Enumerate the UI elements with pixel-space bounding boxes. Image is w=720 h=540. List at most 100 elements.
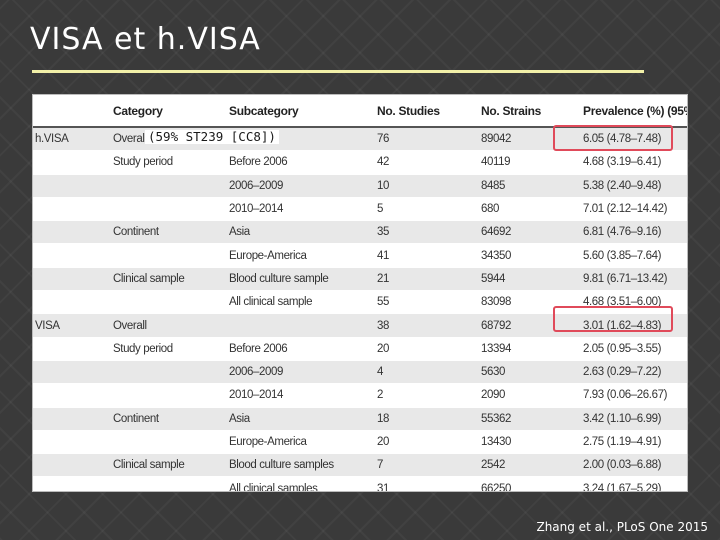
cell-category	[107, 197, 223, 222]
table-row: 2010–2014 2 2090 7.93 (0.06–26.67)	[33, 383, 687, 408]
cell-prevalence: 4.68 (3.19–6.41)	[577, 150, 687, 175]
cell-subcategory: All clinical samples	[223, 476, 371, 491]
cell-no-strains: 13430	[475, 430, 577, 455]
cell-category	[107, 290, 223, 315]
cell-no-strains: 40119	[475, 150, 577, 175]
cell-no-studies: 5	[371, 197, 475, 222]
cell-category	[107, 174, 223, 198]
cell-category	[107, 430, 223, 455]
cell-group	[33, 243, 107, 268]
header-subcategory: Subcategory	[223, 95, 371, 128]
cell-prevalence: 6.05 (4.78–7.48)	[577, 127, 687, 152]
cell-no-strains: 55362	[475, 407, 577, 431]
cell-subcategory: Asia	[223, 407, 371, 431]
table-row: Clinical sample Blood culture sample 21 594…	[33, 267, 687, 292]
cell-no-studies: 4	[371, 360, 475, 385]
prevalence-table-panel: Category Subcategory No. Studies No. Str…	[32, 94, 688, 492]
cell-no-strains: 8485	[475, 174, 577, 198]
cell-group	[33, 197, 107, 222]
cell-no-strains: 34350	[475, 243, 577, 268]
table-row: All clinical samples 31 66250 3.24 (1.67–5.…	[33, 476, 687, 491]
cell-prevalence: 2.05 (0.95–3.55)	[577, 337, 687, 361]
cell-subcategory: Blood culture samples	[223, 453, 371, 478]
cell-category: Study period	[107, 150, 223, 175]
cell-subcategory: 2006–2009	[223, 174, 371, 198]
cell-no-studies: 42	[371, 150, 475, 175]
cell-group	[33, 150, 107, 175]
title-underline	[32, 70, 644, 73]
slide-title: VISA et h.VISA	[30, 22, 261, 57]
cell-subcategory: 2006–2009	[223, 360, 371, 385]
cell-prevalence: 3.01 (1.62–4.83)	[577, 313, 687, 338]
cell-no-strains: 89042	[475, 127, 577, 152]
cell-no-studies: 35	[371, 220, 475, 245]
prevalence-table: Category Subcategory No. Studies No. Str…	[33, 95, 687, 491]
table-row: Clinical sample Blood culture samples 7 254…	[33, 453, 687, 478]
table-row: All clinical sample 55 83098 4.68 (3.51–6.0…	[33, 290, 687, 315]
cell-no-studies: 55	[371, 290, 475, 315]
cell-group	[33, 220, 107, 245]
cell-category	[107, 383, 223, 408]
cell-no-strains: 2542	[475, 453, 577, 478]
cell-subcategory: Europe-America	[223, 430, 371, 455]
cell-group	[33, 290, 107, 315]
header-no-studies: No. Studies	[371, 95, 475, 128]
table-body: h.VISA Overall 76 89042 6.05 (4.78–7.48) Stud…	[33, 127, 687, 491]
header-category: Category	[107, 95, 223, 128]
cell-subcategory	[223, 313, 371, 338]
cell-no-studies: 18	[371, 407, 475, 431]
header-no-strains: No. Strains	[475, 95, 577, 128]
cell-no-studies: 76	[371, 127, 475, 152]
cell-group	[33, 383, 107, 408]
cell-group: h.VISA	[33, 127, 107, 152]
cell-category: Study period	[107, 337, 223, 361]
table-row: 2006–2009 4 5630 2.63 (0.29–7.22)	[33, 360, 687, 385]
cell-subcategory: 2010–2014	[223, 197, 371, 222]
cell-subcategory: Before 2006	[223, 337, 371, 361]
table-row: Europe-America 41 34350 5.60 (3.85–7.64)	[33, 243, 687, 268]
cell-no-strains: 64692	[475, 220, 577, 245]
cell-prevalence: 6.81 (4.76–9.16)	[577, 220, 687, 245]
cell-category: Continent	[107, 220, 223, 245]
header-prevalence: Prevalence (%) (95% CI)	[577, 95, 687, 128]
table-row: Continent Asia 18 55362 3.42 (1.10–6.99)	[33, 407, 687, 431]
cell-prevalence: 3.24 (1.67–5.29)	[577, 476, 687, 491]
table-row: Continent Asia 35 64692 6.81 (4.76–9.16)	[33, 220, 687, 245]
cell-prevalence: 2.00 (0.03–6.88)	[577, 453, 687, 478]
cell-no-strains: 83098	[475, 290, 577, 315]
cell-no-studies: 38	[371, 313, 475, 338]
cell-no-studies: 31	[371, 476, 475, 491]
cell-no-strains: 5944	[475, 267, 577, 292]
cell-subcategory: All clinical sample	[223, 290, 371, 315]
cell-category	[107, 476, 223, 491]
cell-category: Continent	[107, 407, 223, 431]
table-row: 2010–2014 5 680 7.01 (2.12–14.42)	[33, 197, 687, 222]
cell-group	[33, 476, 107, 491]
cell-group	[33, 407, 107, 431]
table-row: VISA Overall 38 68792 3.01 (1.62–4.83)	[33, 313, 687, 338]
cell-group	[33, 337, 107, 361]
cell-group	[33, 430, 107, 455]
table-row: 2006–2009 10 8485 5.38 (2.40–9.48)	[33, 174, 687, 198]
cell-subcategory: 2010–2014	[223, 383, 371, 408]
cell-subcategory: Before 2006	[223, 150, 371, 175]
cell-subcategory: Asia	[223, 220, 371, 245]
cell-category: Clinical sample	[107, 267, 223, 292]
table-row: h.VISA Overall 76 89042 6.05 (4.78–7.48)	[33, 127, 687, 152]
table-header-row: Category Subcategory No. Studies No. Str…	[33, 95, 687, 128]
cell-no-strains: 68792	[475, 313, 577, 338]
cell-no-studies: 10	[371, 174, 475, 198]
cell-no-studies: 21	[371, 267, 475, 292]
cell-no-studies: 20	[371, 430, 475, 455]
cell-no-strains: 13394	[475, 337, 577, 361]
cell-no-strains: 2090	[475, 383, 577, 408]
cell-prevalence: 7.01 (2.12–14.42)	[577, 197, 687, 222]
cell-group	[33, 360, 107, 385]
cell-group	[33, 267, 107, 292]
cell-prevalence: 2.63 (0.29–7.22)	[577, 360, 687, 385]
cell-prevalence: 5.38 (2.40–9.48)	[577, 174, 687, 198]
cell-no-studies: 20	[371, 337, 475, 361]
cell-no-studies: 41	[371, 243, 475, 268]
cell-group: VISA	[33, 313, 107, 338]
cell-category: Clinical sample	[107, 453, 223, 478]
